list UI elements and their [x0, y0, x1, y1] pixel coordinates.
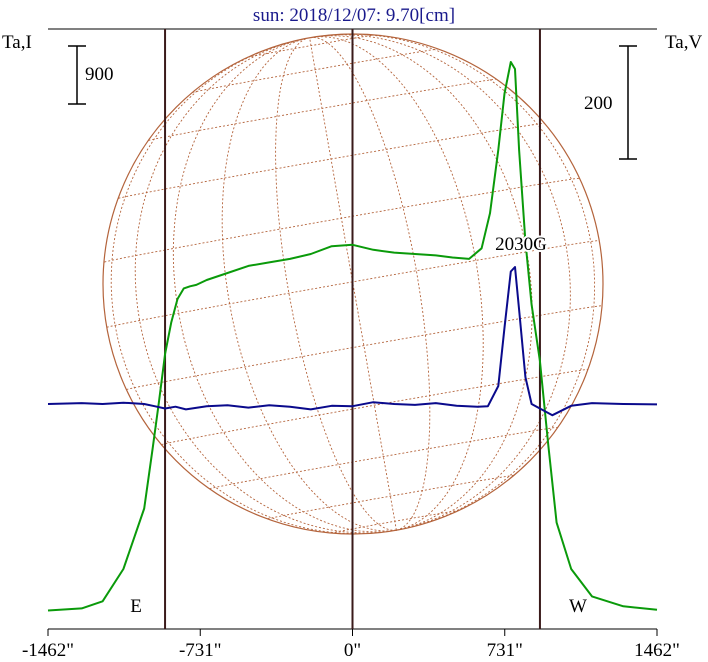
- x-axis: -1462" -731" 0" 731" 1462": [22, 629, 680, 661]
- parallel-line: [209, 426, 558, 490]
- data-series: [47, 61, 658, 612]
- meridian-line: [110, 39, 397, 535]
- parallel-line: [118, 122, 545, 199]
- right-scale-bar: [619, 45, 637, 160]
- meridian-line: [309, 37, 397, 531]
- right-scale-bar-label: 200: [584, 93, 613, 114]
- parallel-line: [247, 34, 375, 58]
- parallel-line: [148, 78, 497, 141]
- x-tick-label: 0": [344, 640, 361, 661]
- meridian-line: [320, 34, 571, 531]
- parallel-line: [331, 510, 459, 534]
- meridian-line: [322, 33, 596, 531]
- chart-title: sun: 2018/12/07: 9.70[cm]: [253, 5, 455, 26]
- parallel-line: [267, 475, 514, 520]
- meridian-line: [275, 38, 397, 531]
- x-tick-label: -1462": [22, 640, 74, 661]
- x-tick-label: 731": [487, 640, 523, 661]
- x-tick-label: 1462": [634, 640, 680, 661]
- parallel-line: [161, 369, 588, 446]
- meridian-line: [172, 39, 397, 533]
- parallel-line: [192, 48, 439, 93]
- parallel-line: [104, 177, 580, 263]
- parallel-line: [106, 240, 600, 328]
- right-axis-label: Ta,V: [665, 32, 702, 53]
- meridian-line: [318, 35, 533, 531]
- meridian-line: [134, 39, 397, 534]
- east-limb-label: E: [130, 596, 142, 617]
- left-scale-bar-label: 900: [85, 64, 114, 85]
- left-axis-label: Ta,I: [2, 32, 32, 53]
- parallel-line: [126, 305, 603, 391]
- source-label: 2030G: [495, 234, 547, 255]
- west-limb-label: W: [569, 596, 587, 617]
- solar-disk: [102, 33, 604, 535]
- x-tick-label: -731": [179, 640, 222, 661]
- meridian-line: [312, 36, 431, 531]
- reference-lines: [164, 29, 541, 629]
- left-scale-bar: [68, 45, 86, 105]
- meridian-line: [221, 38, 397, 532]
- meridian-line: [316, 36, 484, 531]
